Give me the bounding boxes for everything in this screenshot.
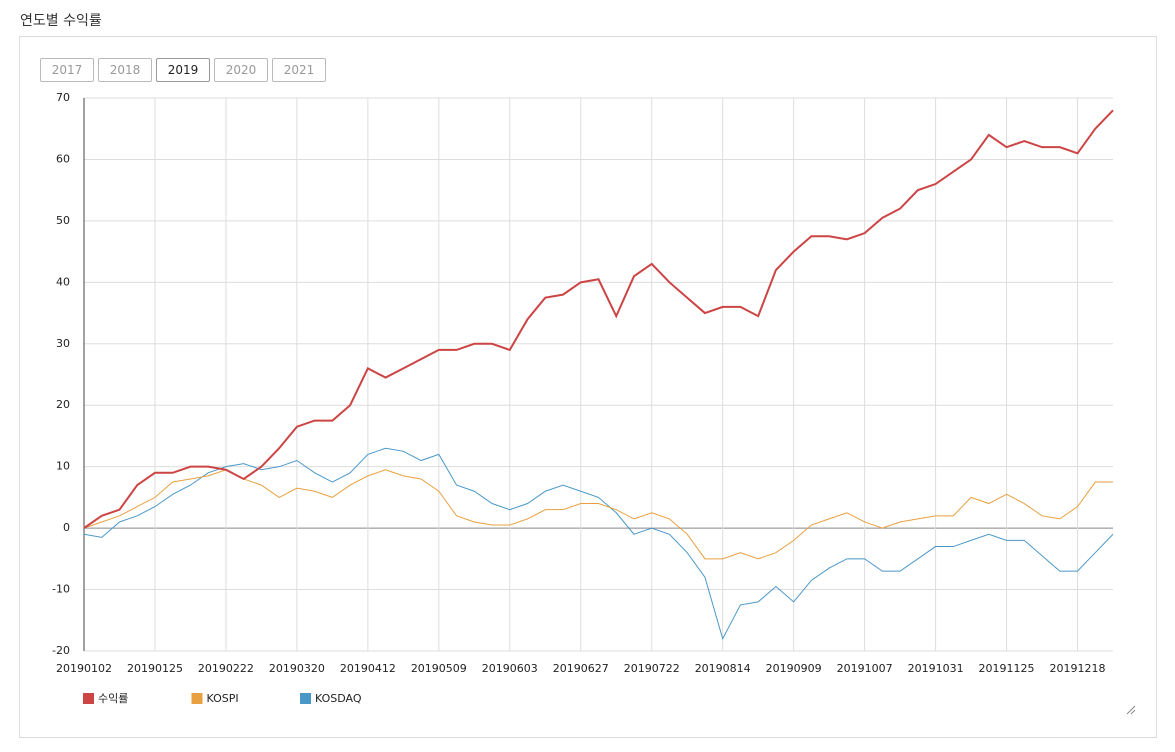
x-tick-label: 20190412	[340, 662, 396, 675]
y-tick-label: 30	[56, 337, 70, 350]
line-series	[83, 109, 1114, 529]
year-buttons: 2017 2018 2019 2020 2021	[40, 58, 326, 82]
x-tick-label: 20191031	[908, 662, 964, 675]
line-series	[83, 469, 1113, 560]
x-tick-label: 20190125	[127, 662, 183, 675]
x-tick-label: 20190909	[766, 662, 822, 675]
x-tick-label: 20190627	[553, 662, 609, 675]
x-tick-label: 20190603	[482, 662, 538, 675]
legend-label: KOSPI	[207, 692, 239, 705]
y-tick-label: -20	[52, 644, 70, 657]
page-title: 연도별 수익률	[20, 13, 102, 29]
year-button[interactable]: 2017	[40, 58, 94, 82]
legend-label: 수익률	[98, 692, 128, 705]
legend-swatch	[300, 693, 311, 704]
y-tick-label: 0	[63, 521, 70, 534]
year-button[interactable]: 2019	[156, 58, 210, 82]
y-tick-label: 20	[56, 398, 70, 411]
y-tick-label: 40	[56, 275, 70, 288]
year-button[interactable]: 2021	[272, 58, 326, 82]
panel	[19, 36, 1157, 738]
x-tick-label: 20190814	[695, 662, 751, 675]
legend-label: KOSDAQ	[315, 692, 362, 705]
year-button[interactable]: 2018	[98, 58, 152, 82]
year-button[interactable]: 2020	[214, 58, 268, 82]
y-tick-label: 50	[56, 214, 70, 227]
x-tick-label: 20190320	[269, 662, 325, 675]
y-tick-label: 70	[56, 91, 70, 104]
line-series	[83, 447, 1114, 641]
legend-swatch	[83, 693, 94, 704]
resize-handle	[1126, 705, 1136, 715]
x-tick-label: 20190509	[411, 662, 467, 675]
y-tick-label: 10	[56, 460, 70, 473]
y-tick-label: -10	[52, 583, 70, 596]
x-tick-label: 20190222	[198, 662, 254, 675]
x-tick-label: 20191125	[979, 662, 1035, 675]
legend-swatch	[191, 693, 203, 704]
x-tick-label: 20190722	[624, 662, 680, 675]
x-tick-label: 20191007	[837, 662, 893, 675]
x-tick-label: 20191218	[1050, 662, 1106, 675]
y-tick-label: 60	[56, 152, 70, 165]
x-tick-label: 20190102	[56, 662, 112, 675]
